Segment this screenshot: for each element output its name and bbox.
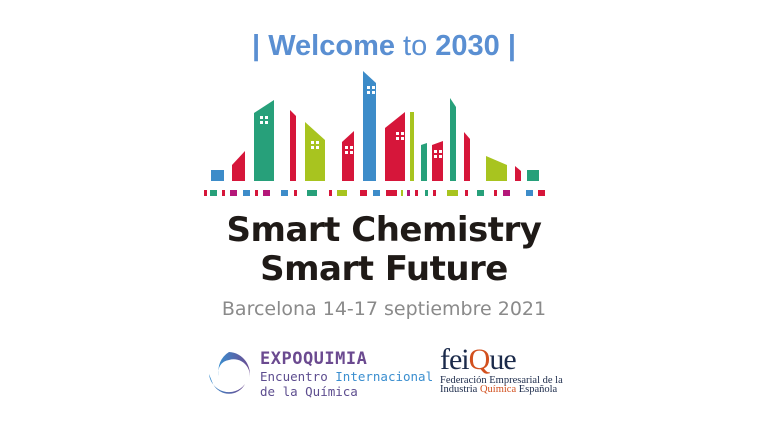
window bbox=[311, 141, 314, 144]
ground-dash bbox=[407, 190, 410, 196]
feique-name-b: ue bbox=[489, 343, 516, 376]
ground-dash bbox=[337, 190, 347, 196]
feique-subtitle-1: Federación Empresarial de la bbox=[440, 375, 563, 386]
building-4 bbox=[290, 110, 296, 181]
window bbox=[265, 116, 268, 119]
ground-dash bbox=[415, 190, 418, 196]
city-skyline-illustration bbox=[204, 71, 545, 196]
building-7 bbox=[363, 71, 376, 181]
building-14 bbox=[486, 156, 507, 181]
ground-dash bbox=[401, 190, 403, 196]
window bbox=[316, 141, 319, 144]
ground-dash bbox=[433, 190, 436, 196]
bar-left: | bbox=[252, 30, 261, 62]
ground-dash bbox=[263, 190, 270, 196]
ground-dash bbox=[447, 190, 458, 196]
window bbox=[434, 150, 437, 153]
ground-dash bbox=[360, 190, 367, 196]
feique-name-a: fei bbox=[440, 343, 470, 376]
building-9 bbox=[410, 112, 414, 181]
ground-dash bbox=[386, 190, 397, 196]
event-location-date: Barcelona 14-17 septiembre 2021 bbox=[221, 298, 547, 320]
window bbox=[350, 151, 353, 154]
ground-dash bbox=[503, 190, 510, 196]
window bbox=[311, 146, 314, 149]
ground-dash bbox=[477, 190, 484, 196]
window bbox=[350, 146, 353, 149]
window bbox=[372, 86, 375, 89]
window bbox=[372, 91, 375, 94]
ground-dash bbox=[494, 190, 497, 196]
ground-dash bbox=[230, 190, 237, 196]
ground-dash bbox=[307, 190, 317, 196]
ground-dash bbox=[465, 190, 468, 196]
feique-subtitle-2c: Española bbox=[518, 384, 558, 395]
window bbox=[367, 91, 370, 94]
bar-right: | bbox=[507, 30, 516, 62]
ground-dash bbox=[294, 190, 297, 196]
window bbox=[367, 86, 370, 89]
building-2 bbox=[232, 151, 245, 181]
ground-dash bbox=[281, 190, 288, 196]
ground-dash bbox=[329, 190, 332, 196]
building-8 bbox=[385, 112, 405, 181]
building-11 bbox=[432, 141, 443, 181]
title-line-2: Smart Future bbox=[260, 249, 508, 289]
ground-dash bbox=[373, 190, 380, 196]
building-1 bbox=[211, 170, 224, 181]
building-3 bbox=[254, 100, 274, 181]
title-line-1: Smart Chemistry bbox=[226, 210, 542, 250]
building-13 bbox=[464, 132, 470, 181]
feique-name-q: Q bbox=[468, 343, 491, 376]
feique-subtitle-2a: Industria bbox=[440, 384, 478, 395]
ground-dash bbox=[538, 190, 545, 196]
window bbox=[260, 121, 263, 124]
expoquimia-tagline-a: Encuentro bbox=[260, 369, 328, 384]
building-16 bbox=[527, 170, 539, 181]
ground-dash bbox=[222, 190, 225, 196]
ground-dash bbox=[204, 190, 207, 196]
expoquimia-name: EXPOQUIMIA bbox=[260, 349, 368, 369]
window bbox=[345, 146, 348, 149]
expoquimia-swirl-logo bbox=[209, 352, 250, 394]
window bbox=[345, 151, 348, 154]
ground-dash bbox=[526, 190, 533, 196]
ground-dash bbox=[210, 190, 217, 196]
expoquimia-logo: EXPOQUIMIA Encuentro Internacional de la… bbox=[260, 349, 433, 399]
building-6 bbox=[342, 131, 354, 181]
window bbox=[439, 155, 442, 158]
expoquimia-tagline-c: de la Química bbox=[260, 384, 358, 399]
ground-dash bbox=[425, 190, 428, 196]
window bbox=[260, 116, 263, 119]
window bbox=[316, 146, 319, 149]
window bbox=[396, 137, 399, 140]
window bbox=[439, 150, 442, 153]
window bbox=[396, 132, 399, 135]
window bbox=[401, 137, 404, 140]
building-10 bbox=[421, 143, 427, 181]
building-15 bbox=[515, 166, 521, 181]
window bbox=[434, 155, 437, 158]
to-word: to bbox=[403, 30, 428, 62]
welcome-word: Welcome bbox=[268, 30, 395, 62]
feique-subtitle-2b: Química bbox=[479, 384, 517, 395]
welcome-heading: | Welcome to 2030 | bbox=[0, 30, 768, 63]
year: 2030 bbox=[435, 30, 500, 62]
expoquimia-tagline-b: Internacional bbox=[335, 369, 434, 384]
ground-dash bbox=[255, 190, 258, 196]
building-5 bbox=[305, 122, 325, 181]
window bbox=[265, 121, 268, 124]
window bbox=[401, 132, 404, 135]
ground-dash bbox=[243, 190, 250, 196]
feique-logo: feiQue Federación Empresarial de la Indu… bbox=[440, 343, 563, 395]
building-12 bbox=[450, 98, 456, 181]
